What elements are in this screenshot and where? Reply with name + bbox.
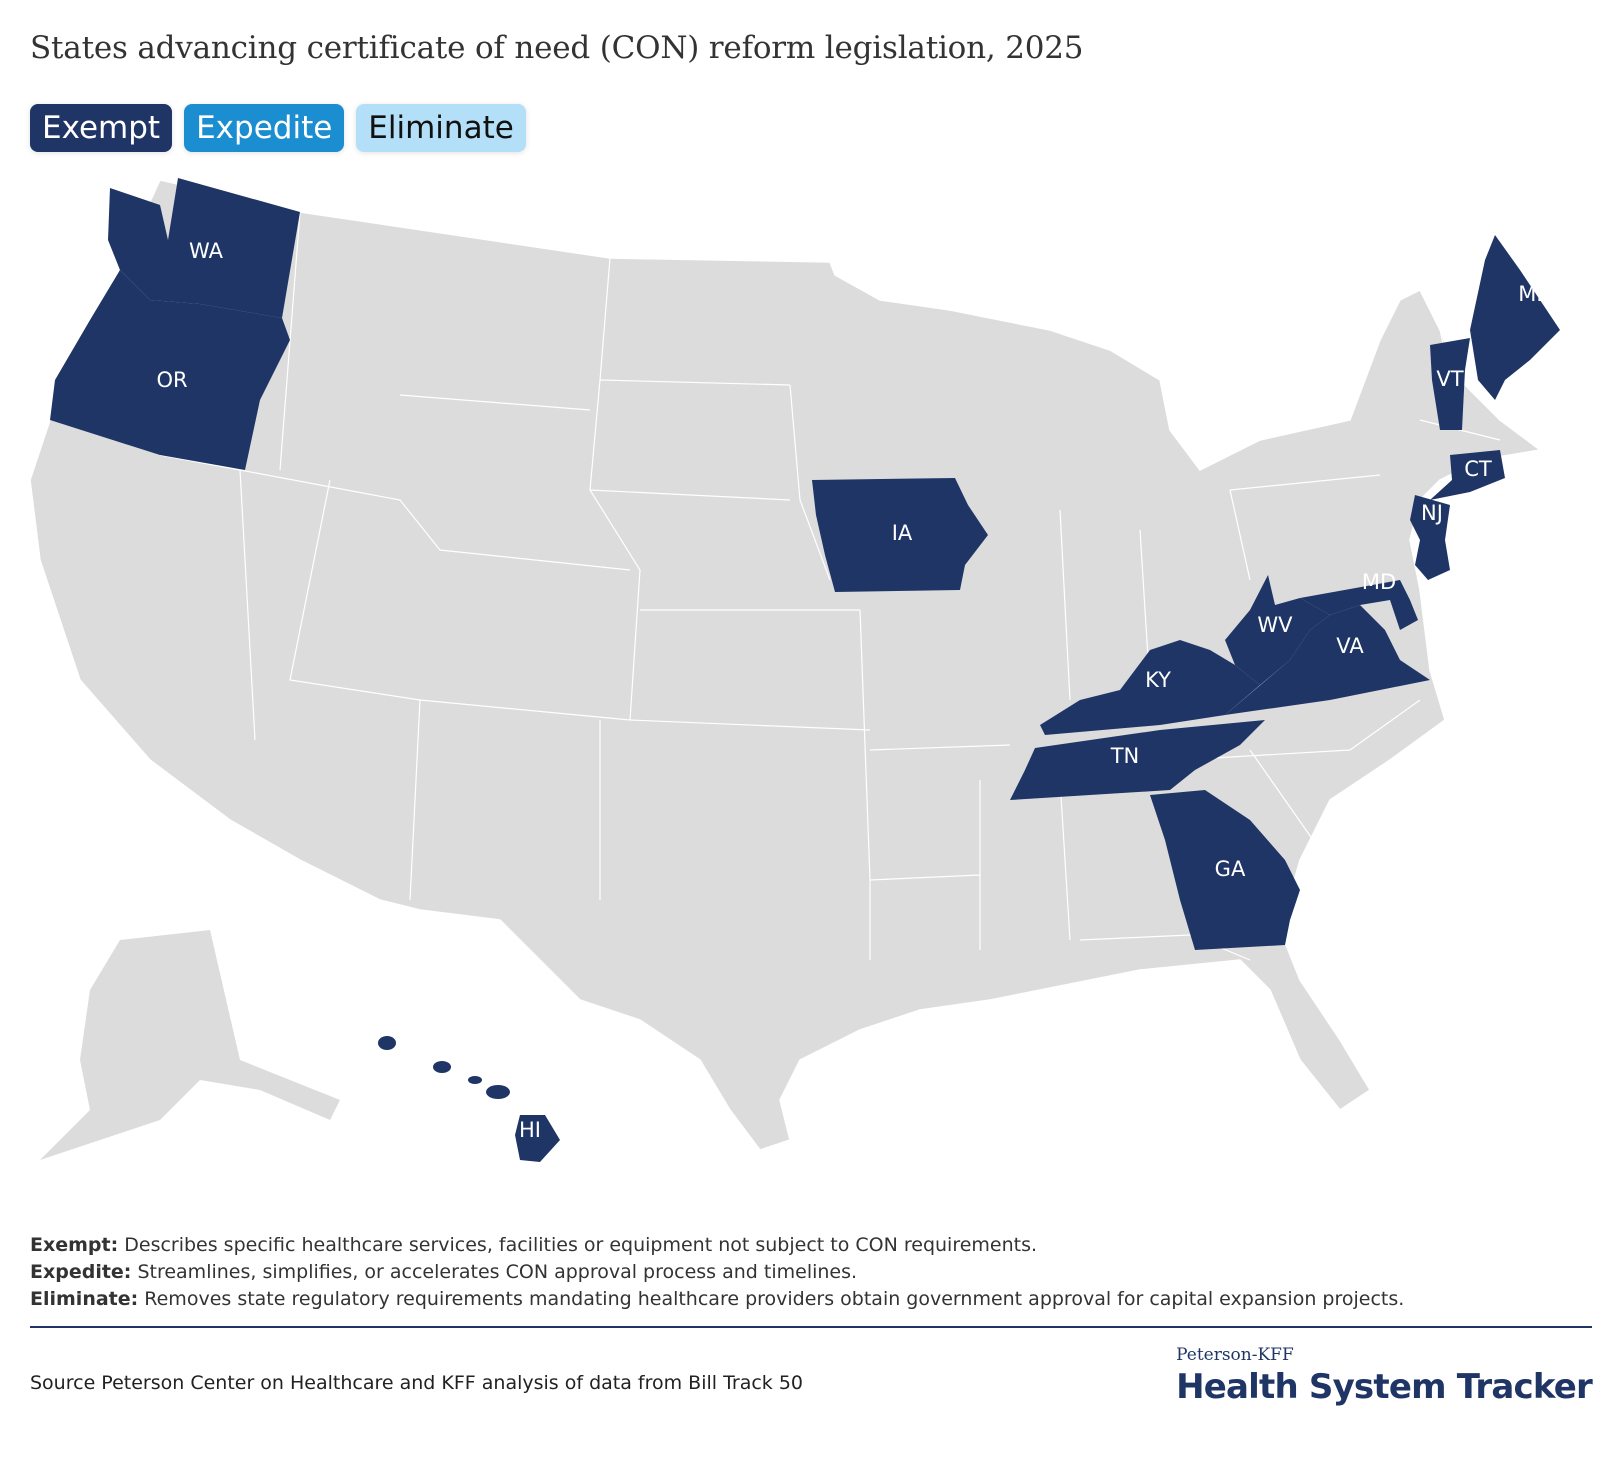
state-va[interactable] — [1225, 605, 1430, 715]
tab-expedite[interactable]: Expedite — [184, 104, 345, 152]
label-vt: VT — [1436, 367, 1463, 391]
alaska — [40, 930, 340, 1160]
tab-eliminate[interactable]: Eliminate — [356, 104, 526, 152]
label-nj: NJ — [1421, 501, 1443, 525]
label-or: OR — [156, 368, 187, 392]
label-me: ME — [1518, 282, 1549, 306]
label-tn: TN — [1110, 744, 1140, 768]
source-note: Source Peterson Center on Healthcare and… — [30, 1372, 804, 1394]
note-expedite: Expedite: Streamlines, simplifies, or ac… — [30, 1261, 858, 1283]
divider — [30, 1326, 1592, 1328]
logo: Peterson-KFF Health System Tracker — [1176, 1345, 1593, 1407]
state-labels: WA OR IA ME VT CT NJ MD WV VA KY TN GA H… — [156, 239, 1549, 1142]
state-tn[interactable] — [1010, 720, 1265, 800]
chart-title: States advancing certificate of need (CO… — [30, 30, 1084, 66]
us-base — [29, 179, 1542, 1151]
state-ky[interactable] — [1040, 640, 1260, 735]
state-md[interactable] — [1300, 580, 1418, 630]
label-wa: WA — [189, 239, 224, 263]
label-hi: HI — [519, 1118, 541, 1142]
logo-main: Health System Tracker — [1176, 1367, 1593, 1407]
state-vt[interactable] — [1430, 338, 1470, 430]
state-nj[interactable] — [1410, 495, 1450, 580]
label-va: VA — [1336, 634, 1364, 658]
label-ia: IA — [892, 521, 913, 545]
note-exempt: Exempt: Describes specific healthcare se… — [30, 1234, 1038, 1256]
label-ky: KY — [1145, 668, 1171, 692]
label-md: MD — [1362, 570, 1396, 594]
state-or[interactable] — [50, 270, 290, 470]
state-ga[interactable] — [1150, 790, 1300, 950]
label-ct: CT — [1464, 457, 1492, 481]
tab-exempt[interactable]: Exempt — [30, 104, 173, 152]
us-map: WA OR IA ME VT CT NJ MD WV VA KY TN GA H… — [29, 178, 1560, 1162]
state-hi[interactable] — [378, 1036, 560, 1162]
legend-tabs: Exempt Expedite Eliminate — [30, 104, 526, 152]
state-wa[interactable] — [108, 178, 300, 318]
state-wv[interactable] — [1225, 575, 1330, 685]
definitions: Exempt: Describes specific healthcare se… — [30, 1232, 1404, 1313]
label-wv: WV — [1257, 613, 1293, 637]
state-me[interactable] — [1470, 235, 1560, 400]
logo-top: Peterson-KFF — [1176, 1345, 1294, 1365]
label-ga: GA — [1215, 857, 1246, 881]
state-borders — [159, 211, 1501, 961]
state-ct[interactable] — [1430, 450, 1505, 500]
highlighted-states — [50, 178, 1560, 1162]
note-eliminate: Eliminate: Removes state regulatory requ… — [30, 1288, 1405, 1310]
state-ia[interactable] — [812, 478, 988, 592]
